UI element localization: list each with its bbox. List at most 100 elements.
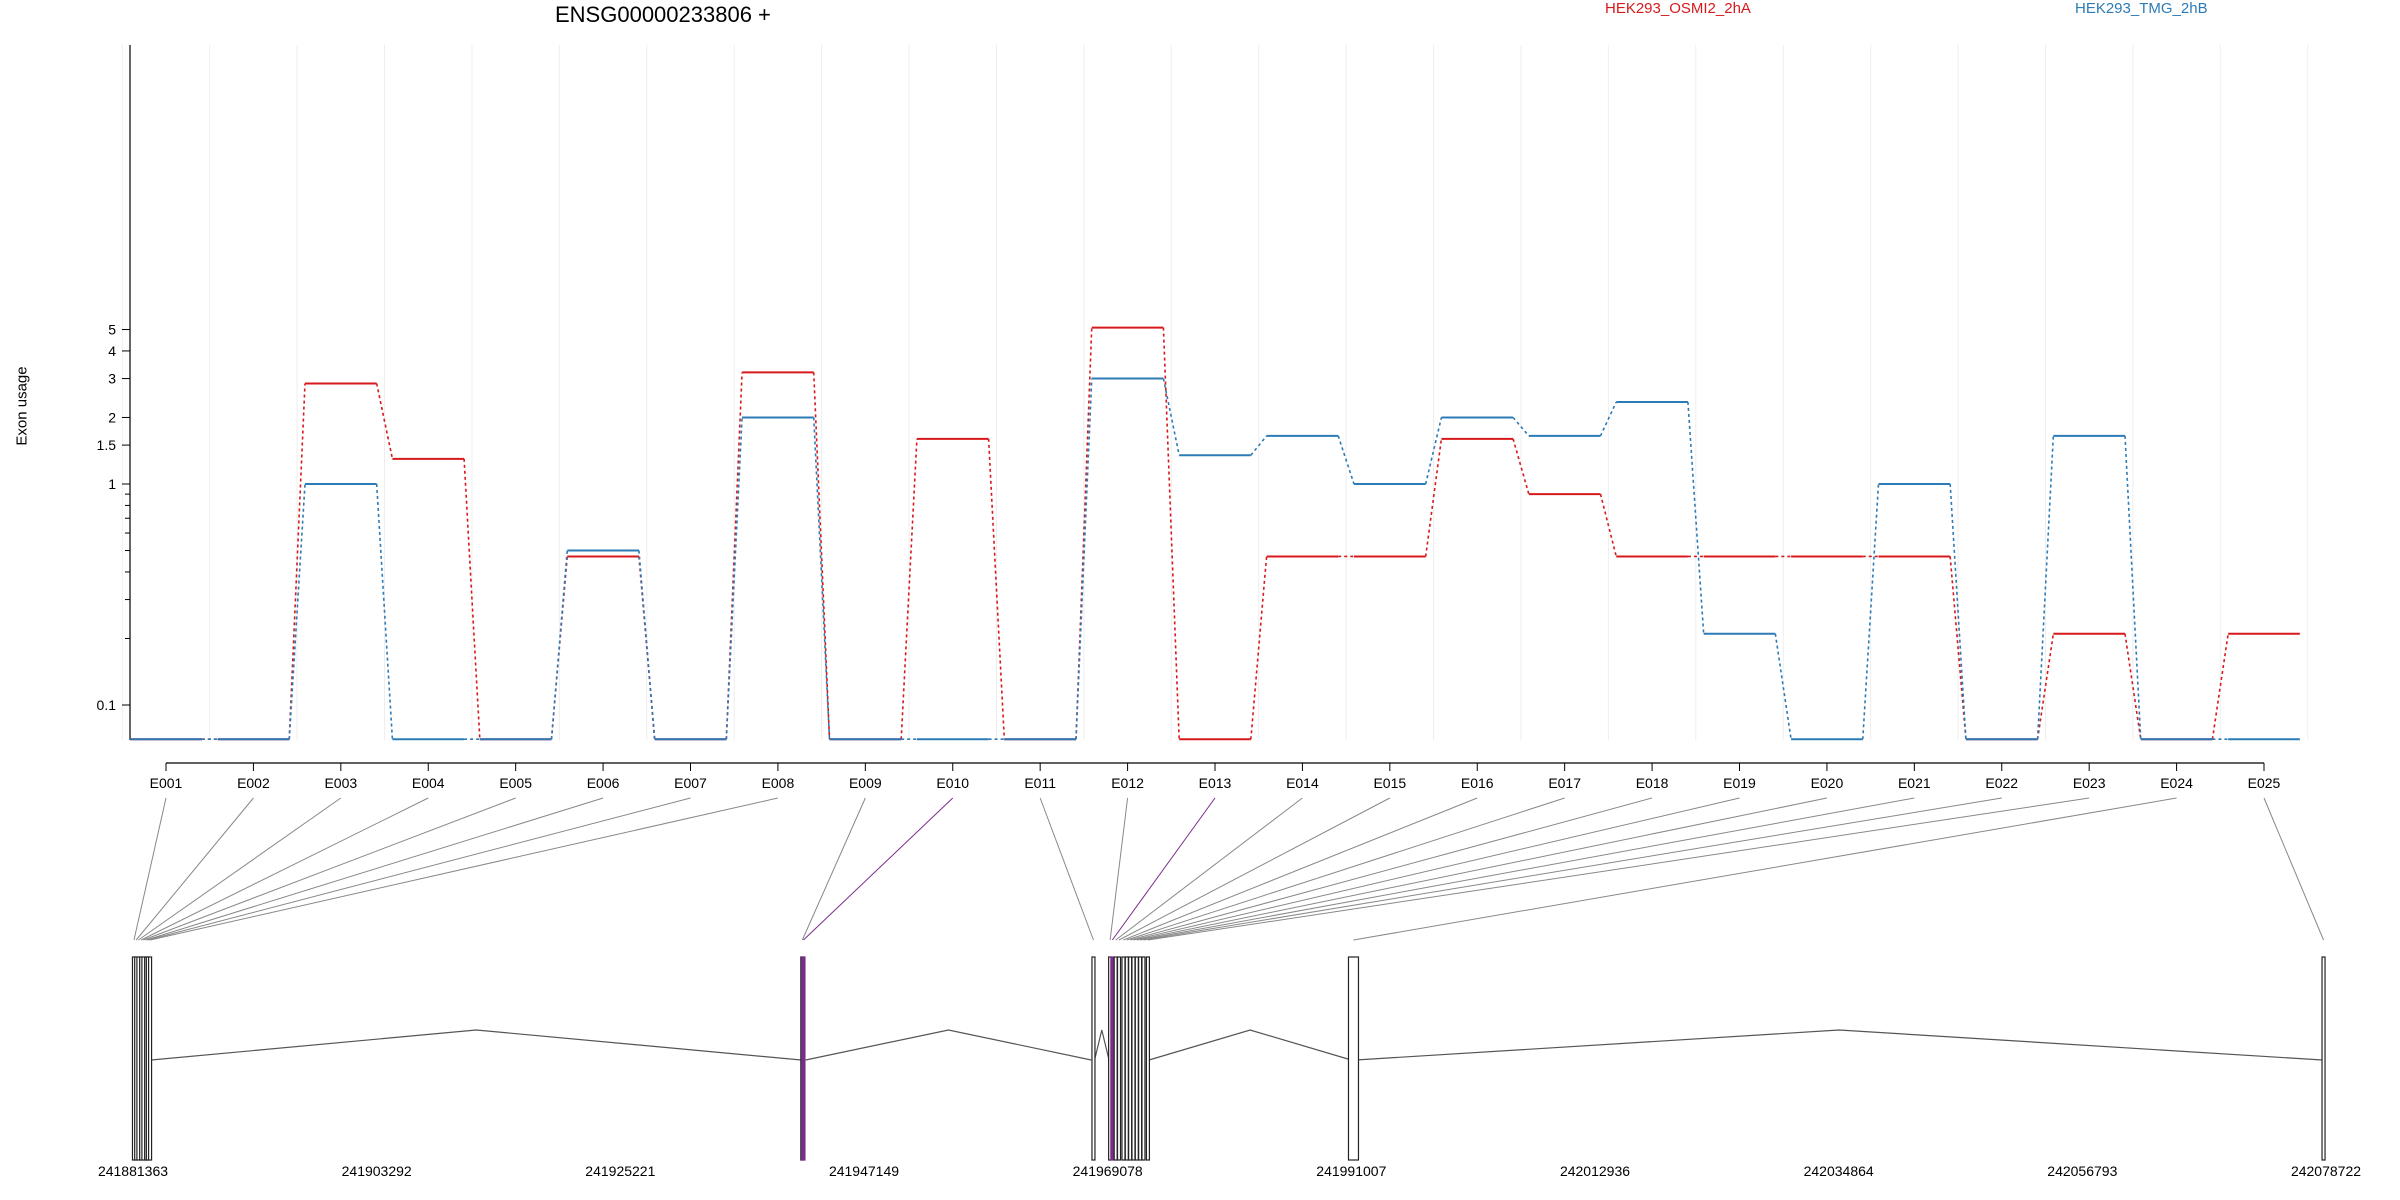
exon-connector (146, 797, 604, 941)
intron-line (805, 1029, 1092, 1061)
chart-title: ENSG00000233806 + (555, 2, 771, 27)
exon-connector (1111, 797, 1216, 941)
x-tick-label: E023 (2073, 775, 2106, 791)
series-connector (375, 383, 394, 459)
coordinate-label: 242056793 (2047, 1163, 2117, 1179)
exon-box (1128, 956, 1133, 1161)
series-connector (463, 458, 481, 740)
x-tick-label: E014 (1286, 775, 1319, 791)
coordinate-label: 241991007 (1316, 1163, 1386, 1179)
exon-connector (135, 797, 254, 941)
y-tick-label: 5 (108, 322, 116, 338)
coordinate-label: 242034864 (1804, 1163, 1874, 1179)
exon-box (1141, 956, 1146, 1161)
y-tick-label: 0.1 (97, 697, 117, 713)
series-connector (900, 438, 918, 740)
legend-series-2: HEK293_TMG_2hB (2075, 0, 2208, 17)
x-tick-label: E018 (1636, 775, 1669, 791)
exon-connector (1143, 797, 2002, 941)
coordinate-label: 241969078 (1073, 1163, 1143, 1179)
series-connector (1250, 556, 1268, 740)
series-connector (288, 483, 306, 740)
x-tick-label: E003 (324, 775, 357, 791)
series-connector (1250, 435, 1268, 456)
x-tick-label: E024 (2160, 775, 2193, 791)
x-tick-label: E017 (1548, 775, 1581, 791)
exon-box (1091, 956, 1096, 1161)
y-tick-label: 2 (108, 409, 116, 425)
legend-series-1: HEK293_OSMI2_2hA (1605, 0, 1751, 17)
exon-connector (138, 797, 342, 941)
exon-box (1134, 956, 1139, 1161)
exon-connector (1039, 797, 1094, 941)
exon-connector (140, 797, 429, 941)
intron-line (1148, 1029, 1352, 1061)
exon-box (1121, 956, 1126, 1161)
x-tick-label: E012 (1111, 775, 1144, 791)
x-tick-label: E002 (237, 775, 270, 791)
y-tick-label: 1.5 (97, 437, 117, 453)
series-connector (1424, 417, 1443, 485)
y-tick-label: 4 (108, 343, 116, 359)
x-tick-label: E021 (1898, 775, 1931, 791)
exon-connector (133, 797, 167, 941)
series-connector (2124, 435, 2142, 740)
x-tick-label: E005 (499, 775, 532, 791)
series-connector (1162, 378, 1180, 456)
exon-connector (1353, 797, 2177, 941)
x-tick-label: E006 (587, 775, 620, 791)
coordinate-label: 241903292 (342, 1163, 412, 1179)
exon-connector (1118, 797, 1391, 941)
exon-connector (1115, 797, 1303, 941)
exon-connector (2263, 797, 2324, 941)
x-tick-label: E009 (849, 775, 882, 791)
coordinate-label: 241881363 (98, 1163, 168, 1179)
coordinate-label: 241947149 (829, 1163, 899, 1179)
x-tick-label: E015 (1373, 775, 1406, 791)
series-connector (375, 483, 394, 740)
exon-box (1124, 956, 1129, 1161)
x-tick-label: E008 (762, 775, 795, 791)
intron-line (1093, 1029, 1110, 1061)
exon-connector (803, 797, 954, 941)
exon-box (1131, 956, 1136, 1161)
series-connector (1424, 438, 1443, 557)
coordinate-label: 241925221 (585, 1163, 655, 1179)
exon-connector (1126, 797, 1565, 941)
series-connector (1949, 483, 1967, 740)
series-connector (987, 438, 1006, 740)
x-tick-label: E001 (150, 775, 183, 791)
exon-box (1116, 956, 1122, 1161)
exon-box (1113, 956, 1118, 1161)
x-tick-label: E016 (1461, 775, 1494, 791)
series-connector (288, 383, 306, 740)
exon-connector (149, 797, 779, 941)
intron-line (151, 1029, 802, 1061)
exon-box (801, 956, 806, 1161)
coordinate-label: 242012936 (1560, 1163, 1630, 1179)
exon-box (1138, 956, 1143, 1161)
series-connector (1687, 401, 1705, 634)
exon-connector (143, 797, 516, 941)
exon-box (1110, 956, 1115, 1161)
exon-connector (1136, 797, 1828, 941)
series-connector (638, 550, 656, 740)
x-tick-label: E004 (412, 775, 445, 791)
series-connector (1861, 483, 1880, 740)
series-connector (1337, 435, 1355, 485)
exon-connector (1147, 797, 2090, 941)
exon-box (147, 956, 153, 1161)
exon-box (2321, 956, 2326, 1161)
coordinate-label: 242078722 (2291, 1163, 2361, 1179)
series-connector (1162, 327, 1180, 740)
x-tick-label: E007 (674, 775, 707, 791)
exon-connector (1123, 797, 1478, 941)
exon-box (1145, 956, 1151, 1161)
exon-connector (1130, 797, 1653, 941)
series-connector (1599, 493, 1618, 557)
x-tick-label: E022 (1985, 775, 2018, 791)
exon-connector (147, 797, 691, 941)
series-connector (2036, 435, 2055, 740)
